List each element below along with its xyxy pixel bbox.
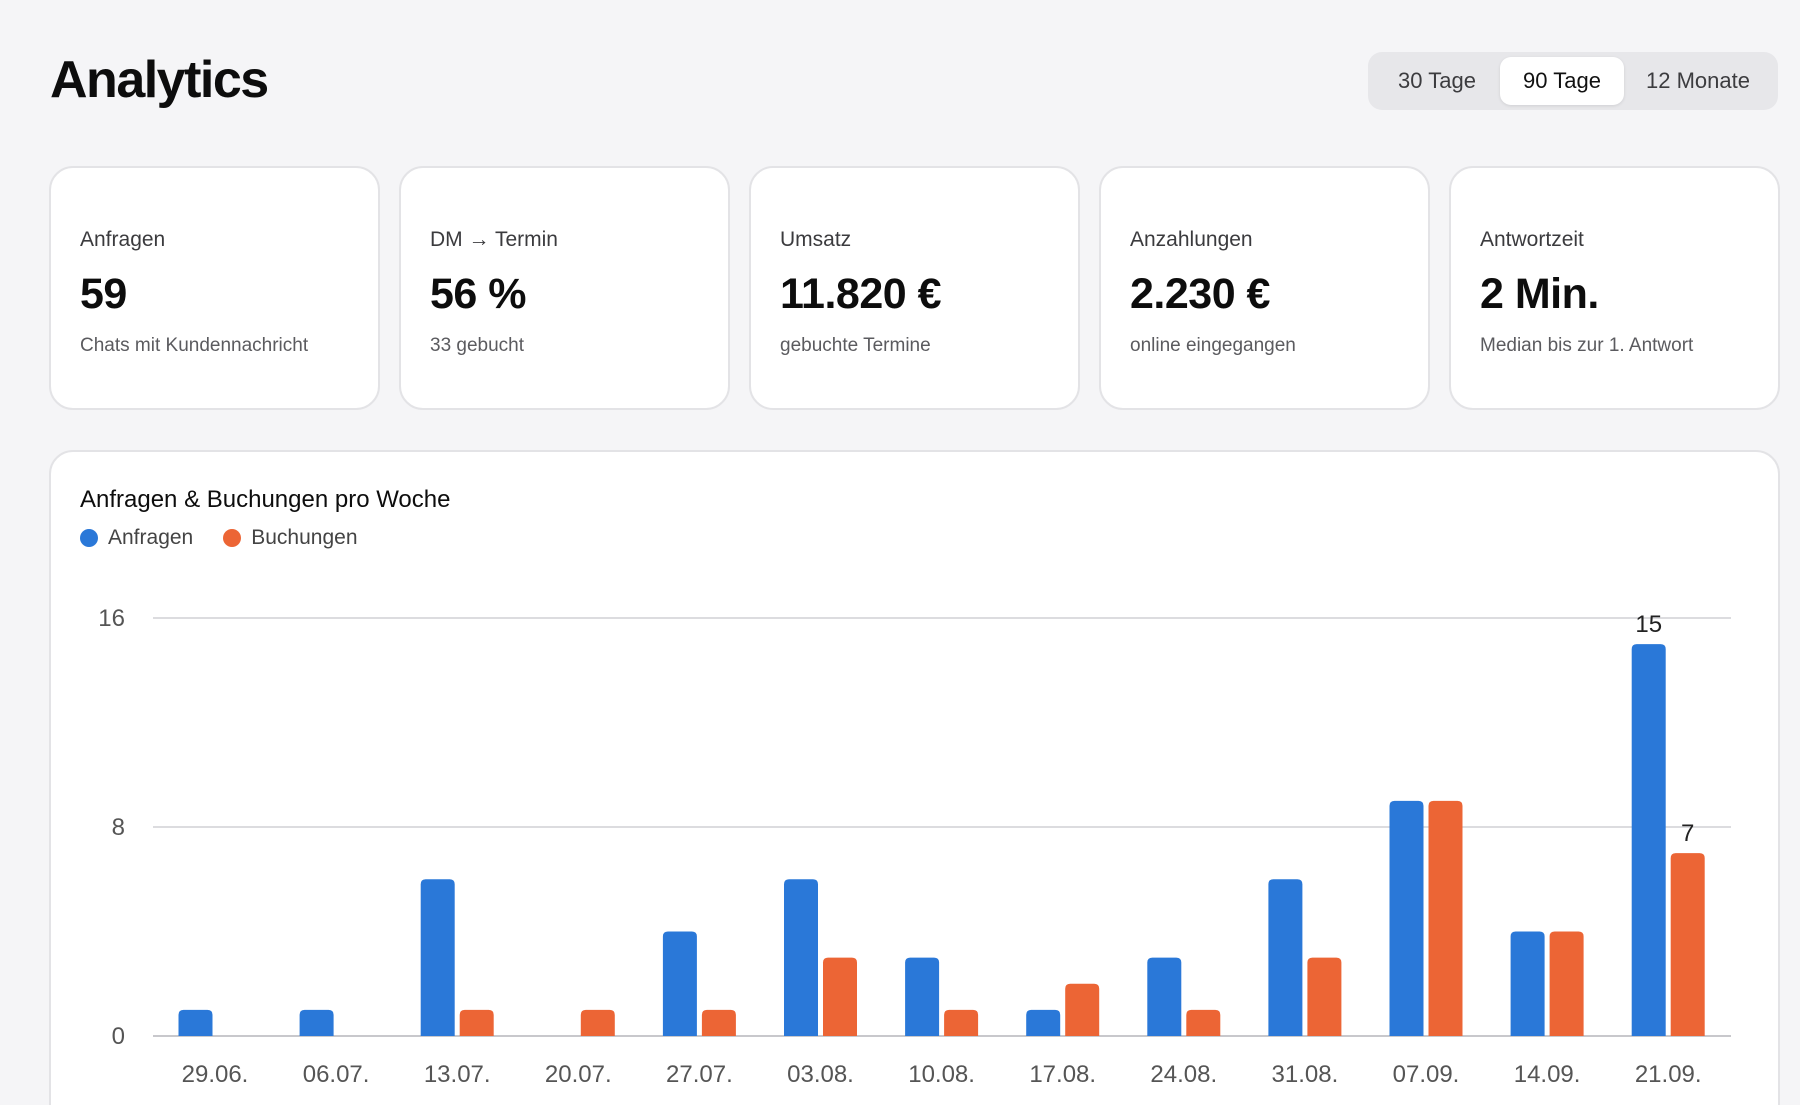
bar-anfragen — [1026, 1009, 1061, 1036]
kpi-value: 2.230 € — [1130, 270, 1270, 318]
bar-buchungen — [1428, 800, 1463, 1036]
bar-buchungen — [1307, 957, 1342, 1036]
legend-label: Anfragen — [108, 526, 194, 549]
x-tick-label: 06.07. — [303, 1061, 370, 1088]
bar-buchungen — [823, 957, 857, 1036]
range-12-months-button[interactable]: 12 Monate — [1646, 68, 1750, 93]
x-tick-label: 07.09. — [1393, 1061, 1460, 1088]
kpi-value: 56 % — [430, 270, 527, 318]
y-tick-label: 0 — [112, 1023, 125, 1050]
bar-anfragen — [784, 879, 818, 1036]
bar-anfragen — [662, 931, 697, 1036]
kpi-value: 11.820 € — [780, 270, 942, 318]
x-tick-label: 03.08. — [787, 1061, 854, 1088]
x-tick-label: 10.08. — [908, 1061, 975, 1088]
data-label: 15 — [1635, 611, 1662, 638]
bar-buchungen — [1549, 931, 1584, 1036]
y-tick-label: 16 — [98, 605, 125, 632]
chart-card: Anfragen & Buchungen pro Woche Anfragen … — [49, 450, 1780, 1105]
legend-swatch-buchungen — [223, 529, 242, 547]
y-tick-label: 8 — [112, 814, 125, 841]
kpi-subtext: online eingegangen — [1130, 335, 1296, 356]
kpi-label: Anfragen — [80, 228, 166, 251]
time-range-switch: 30 Tage 90 Tage 12 Monate — [1368, 52, 1778, 110]
bar-anfragen — [1147, 957, 1182, 1036]
x-tick-label: 27.07. — [666, 1061, 733, 1088]
x-tick-label: 20.07. — [545, 1061, 612, 1088]
bar-anfragen — [178, 1009, 213, 1036]
x-tick-label: 13.07. — [424, 1061, 491, 1088]
bar-buchungen — [1065, 983, 1100, 1036]
bar-anfragen — [1268, 879, 1303, 1036]
bar-chart: 0 8 16 29.06. 06.07. 13.07. 20.07. 27.07. 03.08.… — [98, 605, 1731, 1088]
kpi-label: Umsatz — [780, 228, 852, 251]
bar-buchungen — [580, 1009, 615, 1036]
kpi-subtext: 33 gebucht — [430, 335, 525, 356]
page-title: Analytics — [50, 51, 269, 109]
x-tick-label: 31.08. — [1272, 1061, 1339, 1088]
bar-anfragen — [1631, 644, 1666, 1036]
data-label: 7 — [1681, 820, 1694, 847]
bar-buchungen — [944, 1009, 979, 1036]
kpi-label: DM → Termin — [430, 228, 558, 251]
kpi-label: Anzahlungen — [1130, 228, 1253, 251]
x-tick-label: 21.09. — [1635, 1061, 1702, 1088]
kpi-card-umsatz: Umsatz 11.820 € gebuchte Termine — [749, 166, 1080, 410]
legend-label: Buchungen — [251, 526, 358, 549]
kpi-card-dm-termin: DM → Termin 56 % 33 gebucht — [399, 166, 730, 410]
x-tick-label: 24.08. — [1150, 1061, 1217, 1088]
bar-anfragen — [299, 1009, 334, 1036]
x-tick-label: 29.06. — [182, 1061, 249, 1088]
kpi-card-antwortzeit: Antwortzeit 2 Min. Median bis zur 1. Ant… — [1449, 166, 1780, 410]
kpi-subtext: Chats mit Kundennachricht — [80, 335, 309, 356]
x-tick-label: 17.08. — [1029, 1061, 1096, 1088]
kpi-card-anzahlungen: Anzahlungen 2.230 € online eingegangen — [1099, 166, 1430, 410]
legend-item-anfragen: Anfragen — [80, 526, 193, 550]
legend-item-buchungen: Buchungen — [223, 526, 358, 550]
bar-anfragen — [905, 957, 940, 1036]
kpi-subtext: Median bis zur 1. Antwort — [1480, 335, 1694, 356]
range-90-days-button[interactable]: 90 Tage — [1500, 57, 1624, 105]
chart-legend: Anfragen Buchungen — [80, 526, 388, 550]
x-tick-label: 14.09. — [1514, 1061, 1581, 1088]
bar-buchungen — [1670, 853, 1705, 1036]
kpi-value: 2 Min. — [1480, 270, 1599, 318]
kpi-card-anfragen: Anfragen 59 Chats mit Kundennachricht — [49, 166, 380, 410]
kpi-row: Anfragen 59 Chats mit Kundennachricht DM… — [49, 166, 1780, 410]
bar-buchungen — [1186, 1009, 1221, 1036]
bar-anfragen — [1510, 931, 1545, 1036]
legend-swatch-anfragen — [80, 529, 98, 547]
range-30-days-button[interactable]: 30 Tage — [1398, 68, 1476, 93]
kpi-label: Antwortzeit — [1480, 228, 1584, 251]
bar-buchungen — [459, 1009, 494, 1036]
chart-title: Anfragen & Buchungen pro Woche — [80, 486, 451, 513]
bar-buchungen — [701, 1009, 736, 1036]
bar-anfragen — [420, 879, 455, 1036]
bar-anfragen — [1389, 800, 1424, 1036]
kpi-value: 59 — [80, 270, 127, 318]
kpi-subtext: gebuchte Termine — [780, 335, 931, 356]
